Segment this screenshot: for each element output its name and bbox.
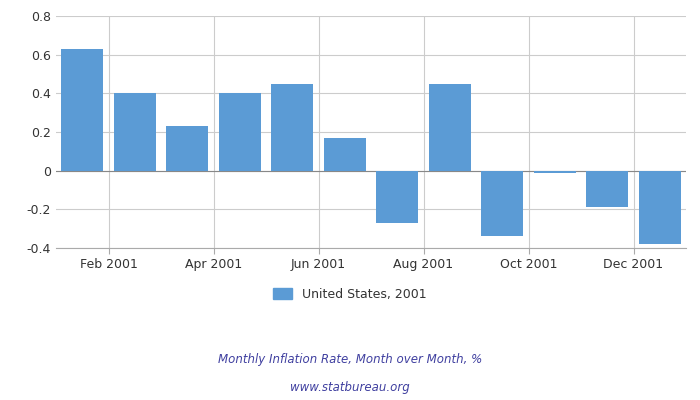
Text: Monthly Inflation Rate, Month over Month, %: Monthly Inflation Rate, Month over Month…: [218, 354, 482, 366]
Text: www.statbureau.org: www.statbureau.org: [290, 382, 410, 394]
Bar: [167, 126, 209, 171]
Bar: [587, 171, 629, 207]
Bar: [272, 84, 314, 171]
Bar: [323, 138, 365, 171]
Bar: [638, 171, 680, 244]
Bar: [533, 171, 575, 173]
Bar: [62, 49, 104, 171]
Bar: [482, 171, 524, 236]
Bar: [113, 93, 155, 171]
Bar: [218, 93, 260, 171]
Bar: [377, 171, 419, 223]
Legend: United States, 2001: United States, 2001: [268, 283, 432, 306]
Bar: [428, 84, 471, 171]
